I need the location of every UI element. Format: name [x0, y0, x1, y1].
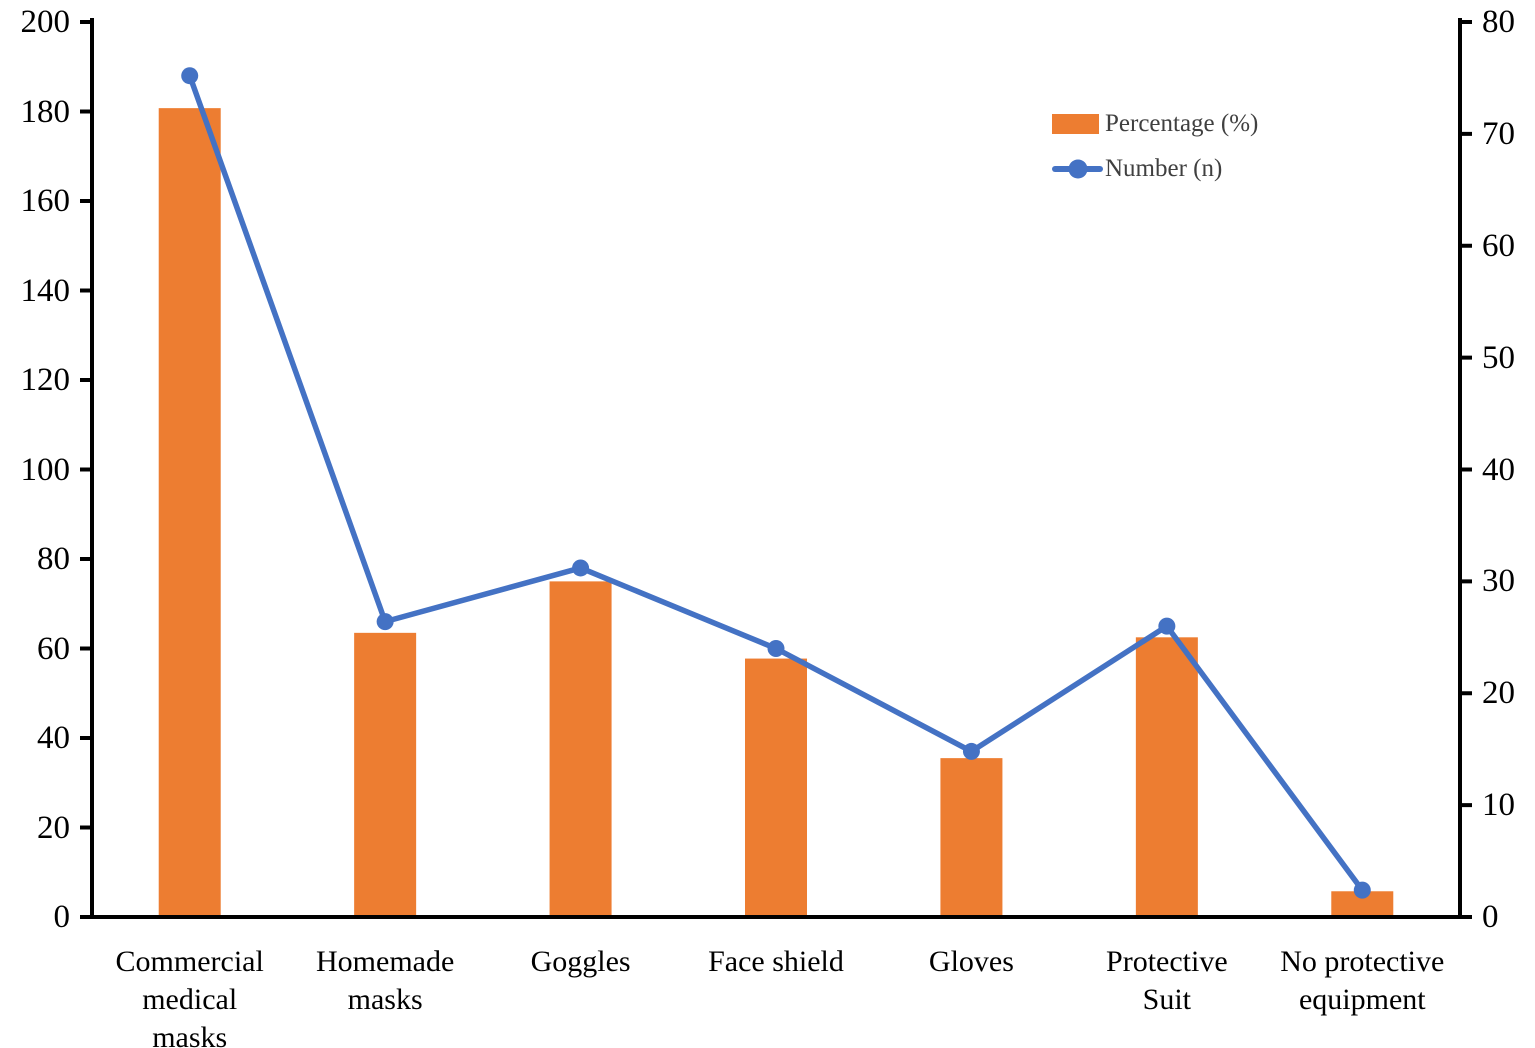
- bar-6: [1135, 637, 1198, 917]
- right-axis-tick-label: 10: [1482, 787, 1515, 824]
- category-label-1: Commercial medical masks: [115, 945, 264, 1048]
- bar-4: [745, 658, 807, 917]
- right-axis-tick-label: 80: [1482, 4, 1515, 40]
- left-axis-tick-label: 200: [20, 4, 71, 40]
- category-label-6: Protective Suit: [1106, 945, 1228, 1016]
- left-axis-tick-label: 120: [20, 362, 71, 398]
- legend-label-number: Number (n): [1105, 155, 1223, 182]
- line-marker-6: [1158, 617, 1176, 635]
- line-marker-1: [181, 67, 199, 85]
- line-marker-5: [962, 742, 980, 760]
- category-label-5: Gloves: [928, 945, 1014, 978]
- right-axis-tick-label: 40: [1482, 451, 1515, 488]
- bar-5: [940, 758, 1003, 917]
- left-axis-tick-label: 20: [37, 809, 70, 846]
- right-axis-tick-label: 30: [1482, 563, 1515, 600]
- left-axis-tick-label: 180: [20, 93, 71, 130]
- left-axis-tick-label: 80: [37, 541, 70, 577]
- left-axis-tick-label: 160: [20, 183, 71, 219]
- legend-item-percentage: Percentage (%): [1052, 104, 1258, 144]
- right-axis-tick-label: 0: [1482, 899, 1499, 935]
- right-axis-tick-label: 20: [1482, 675, 1515, 712]
- category-label-7: No protective equipment: [1280, 945, 1445, 1016]
- legend-label-percentage: Percentage (%): [1105, 110, 1259, 137]
- left-axis-tick-label: 100: [20, 451, 71, 488]
- left-axis-tick-label: 140: [20, 272, 71, 309]
- bar-2: [354, 632, 417, 917]
- line-marker-7: [1353, 881, 1371, 899]
- legend-marker-dot-icon: [1068, 159, 1087, 179]
- left-axis-tick-label: 0: [53, 899, 71, 935]
- line-marker-3: [572, 559, 590, 577]
- bar-1: [158, 108, 221, 918]
- left-axis-tick-label: 40: [37, 720, 70, 756]
- left-axis-tick-label: 60: [37, 630, 70, 667]
- chart-legend: Percentage (%) Number (n): [1052, 104, 1258, 194]
- category-label-4: Face shield: [708, 945, 844, 978]
- line-marker-4: [767, 640, 785, 657]
- category-label-2: Homemade masks: [316, 945, 455, 1016]
- right-axis-tick-label: 50: [1482, 339, 1515, 376]
- right-axis-tick-label: 60: [1482, 227, 1515, 264]
- category-label-3: Goggles: [530, 945, 631, 978]
- line-marker-2: [376, 613, 394, 631]
- bar-3: [549, 581, 612, 917]
- right-axis-tick-label: 70: [1482, 115, 1515, 152]
- legend-bar-swatch-icon: [1052, 114, 1099, 134]
- legend-item-number: Number (n): [1052, 149, 1258, 189]
- legend-line-marker-swatch-icon: [1052, 159, 1103, 179]
